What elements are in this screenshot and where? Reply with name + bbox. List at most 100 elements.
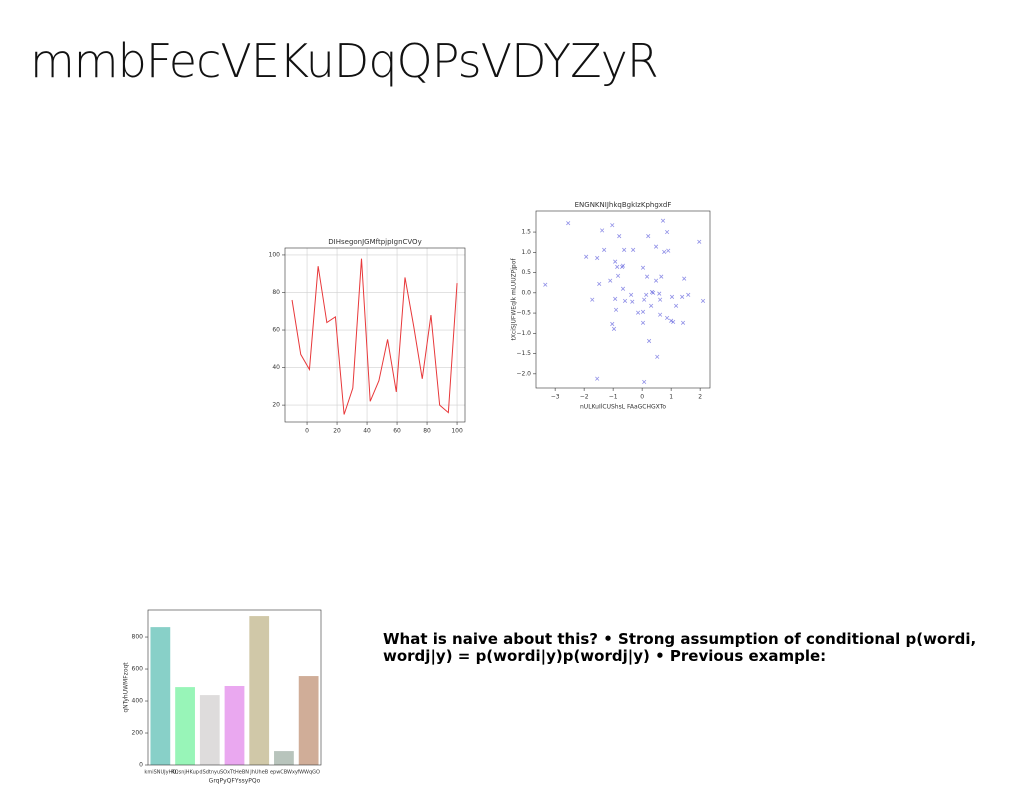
y-tick-label: −1.0 [516,330,531,337]
y-tick-label: 1.0 [521,249,531,256]
scatter-point [640,309,646,314]
scatter-point [608,278,613,283]
scatter-point [642,297,647,302]
x-tick-label: 20 [333,428,341,435]
scatter-point [658,312,663,317]
x-tick-label: 0 [305,428,309,435]
y-tick-label: −1.5 [516,350,531,357]
scatter-point [610,321,615,327]
scatter-point [640,265,646,270]
scatter-point [622,247,627,252]
x-tick-label: JhUheB [249,770,269,776]
y-tick-label: 400 [132,698,144,705]
scatter-point [617,234,622,239]
scatter-point [682,276,687,281]
y-tick-label: −0.5 [516,310,531,317]
x-tick-label: fWWqGO [297,770,320,776]
scatter-point [613,259,618,264]
scatter-point [611,326,617,331]
x-tick-label: epwCBWxy [270,770,298,776]
scatter-point [597,281,602,286]
scatter-point [602,247,607,252]
plot-frame [284,247,466,423]
slide-title: mmbFecVEKuDqQPsVDYZyR [30,34,659,88]
scatter-point [669,294,675,299]
y-tick-label: 0.5 [521,269,531,276]
scatter-point [680,320,686,325]
scatter-point [686,292,691,297]
scatter-point [658,297,663,302]
scatter-point [655,354,660,359]
bar [150,627,171,765]
bar [224,685,245,765]
bar [274,751,294,765]
scatter-point [666,248,671,253]
scatter-point [664,315,670,321]
y-tick-label: 200 [132,730,144,737]
line-series [291,258,458,415]
y-tick-label: 40 [272,364,280,371]
y-axis-label: tXciSJUFWEqlk mLUUZPjpof [511,258,518,341]
scatter-point [635,310,641,315]
x-tick-label: −1 [609,394,618,401]
x-tick-label: dSdtnyu [199,770,220,776]
bar [175,687,195,765]
x-tick-label: kmiSNUJyHQ [144,770,176,776]
plot-frame [535,210,711,389]
scatter-point [680,294,685,299]
y-axis-label: qNTyhUWMFzoqt [123,662,130,713]
scatter-point [642,379,647,385]
x-tick-label: −3 [551,394,560,401]
scatter-point [610,223,615,228]
x-tick-label: 60 [393,428,401,435]
scatter-point [673,303,679,308]
scatter-point [671,319,676,325]
scatter-point [659,274,664,279]
scatter-point [697,239,702,244]
scatter-point [644,292,649,297]
scatter-point [669,318,674,323]
scatter-point [595,376,600,381]
scatter-point [590,297,595,302]
bar [298,676,319,765]
x-axis-label: GrqPyQFYssyPQo [209,778,261,785]
scatter-point [649,303,654,308]
scatter-point [657,291,662,296]
y-tick-label: 0.0 [521,289,531,296]
slide-text: What is naive about this? • Strong assum… [383,630,977,665]
scatter-point [662,249,667,254]
x-tick-label: 1 [669,394,673,401]
scatter-point [600,228,605,233]
y-tick-label: 0 [139,762,143,769]
scatter-point [640,320,646,325]
x-tick-label: SOxTtHeBN [220,770,249,776]
x-tick-label: −2 [580,394,589,401]
scatter-point [653,244,659,249]
scatter-point [646,234,651,239]
scatter-point [629,292,634,297]
y-tick-label: 60 [272,327,280,334]
y-tick-label: 600 [132,666,144,673]
y-tick-label: 20 [272,402,280,409]
x-tick-label: 100 [451,428,463,435]
scatter-point [664,229,670,235]
scatter-point [620,263,626,268]
x-tick-label: 80 [423,428,431,435]
x-tick-label: RQsnjHKup [171,770,199,776]
y-tick-label: 80 [272,289,280,296]
scatter-point [615,273,621,278]
scatter-point [631,247,636,252]
scatter-point [543,282,548,287]
scatter-point [630,299,635,304]
scatter-point [620,286,626,291]
bar [249,616,270,765]
scatter-point [660,218,666,223]
y-tick-label: 1.5 [521,229,531,236]
scatter-point [615,264,620,269]
scatter-point [595,255,600,261]
y-tick-label: 100 [269,251,281,258]
scatter-point [651,290,656,295]
chart-title: DIHsegonJGMftpjpIgnCVOy [328,238,421,246]
